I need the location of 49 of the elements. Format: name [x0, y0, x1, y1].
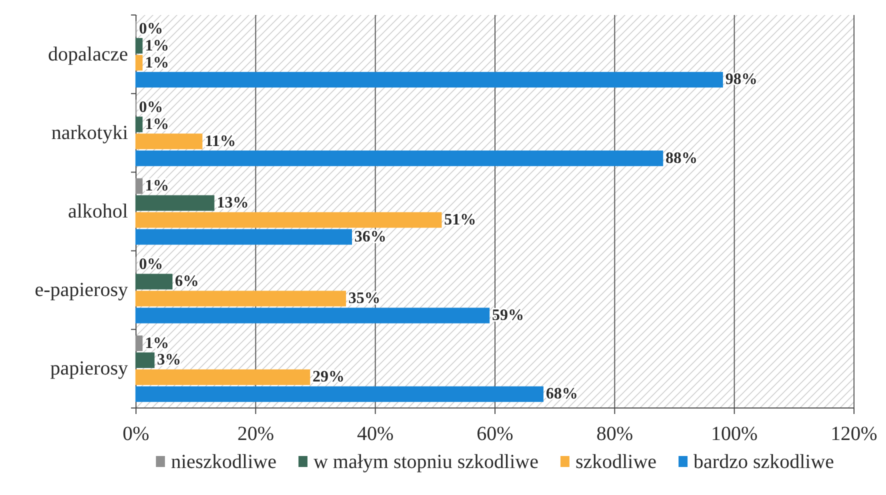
bar	[135, 195, 214, 211]
bar	[135, 335, 143, 352]
bar	[135, 352, 155, 368]
bar	[135, 54, 143, 71]
data-label: 11%	[204, 132, 236, 150]
x-tick-label: 60%	[476, 423, 514, 445]
legend-label: szkodliwe	[575, 451, 657, 473]
bar	[135, 386, 544, 402]
data-label: 0%	[139, 98, 163, 116]
data-label: 3%	[156, 352, 181, 369]
data-label: 29%	[312, 368, 345, 386]
bar	[135, 229, 352, 245]
bar	[135, 308, 490, 324]
x-tick-label: 80%	[596, 423, 634, 445]
data-label: 1%	[144, 116, 169, 133]
bar	[135, 116, 143, 132]
x-tick-label: 120%	[830, 423, 878, 445]
legend-label: w małym stopniu szkodliwe	[313, 451, 539, 473]
x-tick-label: 20%	[237, 423, 274, 445]
data-label: 13%	[216, 194, 249, 212]
data-label: 0%	[139, 20, 163, 38]
y-tick-label: e-papierosy	[34, 279, 128, 302]
data-label: 1%	[144, 178, 169, 195]
bar	[135, 274, 172, 290]
data-label: 51%	[444, 211, 476, 228]
data-label: 1%	[144, 37, 169, 54]
data-label: 1%	[144, 334, 169, 352]
data-label: 1%	[144, 54, 169, 72]
y-tick-label: dopalacze	[48, 43, 128, 66]
y-tick-label: alkohol	[68, 200, 128, 222]
legend-label: bardzo szkodliwe	[694, 451, 834, 473]
data-label: 88%	[666, 150, 698, 167]
bar	[135, 212, 442, 228]
bar	[135, 290, 346, 306]
x-tick-label: 0%	[122, 423, 150, 445]
x-tick-label: 40%	[356, 423, 394, 445]
bar	[135, 150, 664, 166]
bar	[135, 369, 310, 385]
y-tick-label: narkotyki	[51, 122, 128, 144]
x-tick-label: 100%	[710, 423, 758, 445]
data-label: 68%	[546, 386, 578, 403]
bar	[135, 134, 202, 150]
data-label: 0%	[139, 256, 163, 274]
data-label: 6%	[174, 273, 199, 290]
legend-label: nieszkodliwe	[170, 451, 277, 473]
y-tick-label: papierosy	[50, 358, 128, 380]
bar	[135, 178, 143, 194]
bar	[135, 38, 143, 54]
bar	[135, 72, 723, 88]
